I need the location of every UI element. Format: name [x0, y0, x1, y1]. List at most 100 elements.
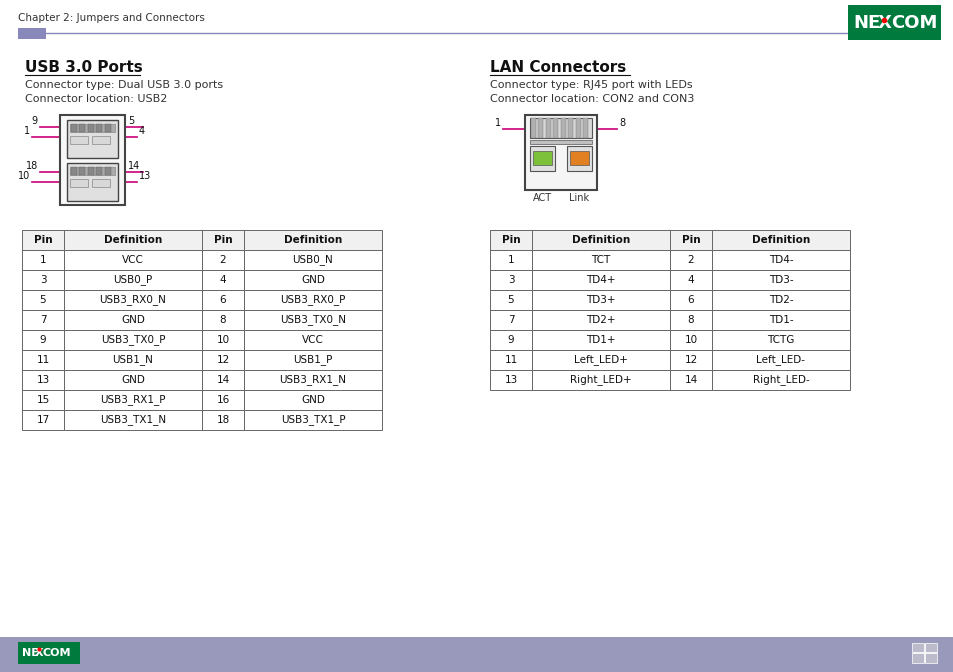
Text: VCC: VCC	[122, 255, 144, 265]
Text: USB 3.0 Ports: USB 3.0 Ports	[25, 60, 143, 75]
Text: 7: 7	[507, 315, 514, 325]
Text: Pin: Pin	[681, 235, 700, 245]
Bar	[924, 653, 936, 663]
Text: 4: 4	[219, 275, 226, 285]
Bar	[490, 230, 532, 250]
Bar	[202, 310, 244, 330]
Bar	[18, 28, 46, 39]
Text: USB1_N: USB1_N	[112, 355, 153, 366]
Bar	[22, 250, 64, 270]
Text: TD2-: TD2-	[768, 295, 793, 305]
Bar	[64, 270, 202, 290]
Bar	[64, 390, 202, 410]
Bar	[202, 350, 244, 370]
Bar	[711, 310, 849, 330]
Text: 12: 12	[683, 355, 697, 365]
Text: TD1-: TD1-	[768, 315, 793, 325]
Bar	[490, 330, 532, 350]
Bar	[490, 310, 532, 330]
Bar	[88, 167, 94, 175]
Bar	[583, 118, 588, 138]
Bar	[669, 230, 711, 250]
Bar	[202, 410, 244, 430]
Text: Right_LED-: Right_LED-	[752, 374, 808, 386]
Bar	[71, 124, 77, 132]
Text: 1: 1	[24, 126, 30, 136]
Bar	[244, 250, 381, 270]
Bar	[96, 167, 102, 175]
Bar	[22, 350, 64, 370]
Bar	[64, 230, 202, 250]
Bar	[911, 643, 936, 663]
Bar	[64, 310, 202, 330]
Text: USB3_TX0_P: USB3_TX0_P	[101, 335, 165, 345]
Text: Connector location: CON2 and CON3: Connector location: CON2 and CON3	[490, 94, 694, 104]
Bar	[244, 370, 381, 390]
Text: 11: 11	[36, 355, 50, 365]
Text: 13: 13	[504, 375, 517, 385]
Text: 1: 1	[507, 255, 514, 265]
Text: 10: 10	[683, 335, 697, 345]
Bar	[576, 118, 580, 138]
Text: 14: 14	[683, 375, 697, 385]
Bar	[202, 370, 244, 390]
Bar	[490, 290, 532, 310]
Text: 18: 18	[26, 161, 38, 171]
Bar	[79, 167, 86, 175]
Bar	[64, 290, 202, 310]
Text: Left_LED-: Left_LED-	[756, 355, 804, 366]
Bar	[532, 270, 669, 290]
Text: 13: 13	[36, 375, 50, 385]
Text: GND: GND	[121, 375, 145, 385]
Text: LAN Connectors: LAN Connectors	[490, 60, 625, 75]
Bar	[67, 163, 118, 201]
Bar	[91, 179, 110, 187]
Text: 5: 5	[40, 295, 47, 305]
Bar	[244, 390, 381, 410]
Bar	[490, 370, 532, 390]
Text: Definition: Definition	[104, 235, 162, 245]
Bar	[64, 250, 202, 270]
Text: TD1+: TD1+	[586, 335, 615, 345]
Text: 8: 8	[618, 118, 624, 128]
Text: 3: 3	[40, 275, 47, 285]
Bar	[22, 290, 64, 310]
Bar	[568, 118, 573, 138]
Text: 8: 8	[687, 315, 694, 325]
Text: 8: 8	[219, 315, 226, 325]
Text: 17: 17	[36, 415, 50, 425]
Bar	[244, 290, 381, 310]
Bar	[0, 637, 953, 672]
Text: 12: 12	[216, 355, 230, 365]
Bar	[60, 115, 125, 205]
Bar	[669, 290, 711, 310]
Bar	[524, 115, 597, 190]
Bar	[79, 124, 86, 132]
Text: Definition: Definition	[751, 235, 809, 245]
Text: NE: NE	[22, 648, 39, 658]
Bar	[96, 124, 102, 132]
Bar	[532, 230, 669, 250]
Bar	[532, 330, 669, 350]
Text: Link: Link	[568, 193, 588, 203]
Bar	[202, 250, 244, 270]
Text: Chapter 2: Jumpers and Connectors: Chapter 2: Jumpers and Connectors	[18, 13, 205, 23]
Bar	[711, 250, 849, 270]
Text: 14: 14	[216, 375, 230, 385]
Text: Pin: Pin	[213, 235, 233, 245]
Text: 5: 5	[128, 116, 134, 126]
Text: 4: 4	[687, 275, 694, 285]
Text: Pin: Pin	[33, 235, 52, 245]
Bar	[105, 124, 111, 132]
Bar	[70, 136, 88, 144]
Text: 9: 9	[507, 335, 514, 345]
Bar	[711, 270, 849, 290]
Text: Definition: Definition	[571, 235, 630, 245]
Text: 16: 16	[216, 395, 230, 405]
Text: 9: 9	[40, 335, 47, 345]
Bar	[911, 643, 923, 652]
Text: USB3_RX0_P: USB3_RX0_P	[280, 294, 345, 306]
Bar	[545, 118, 551, 138]
Text: 10: 10	[18, 171, 30, 181]
Bar	[22, 230, 64, 250]
